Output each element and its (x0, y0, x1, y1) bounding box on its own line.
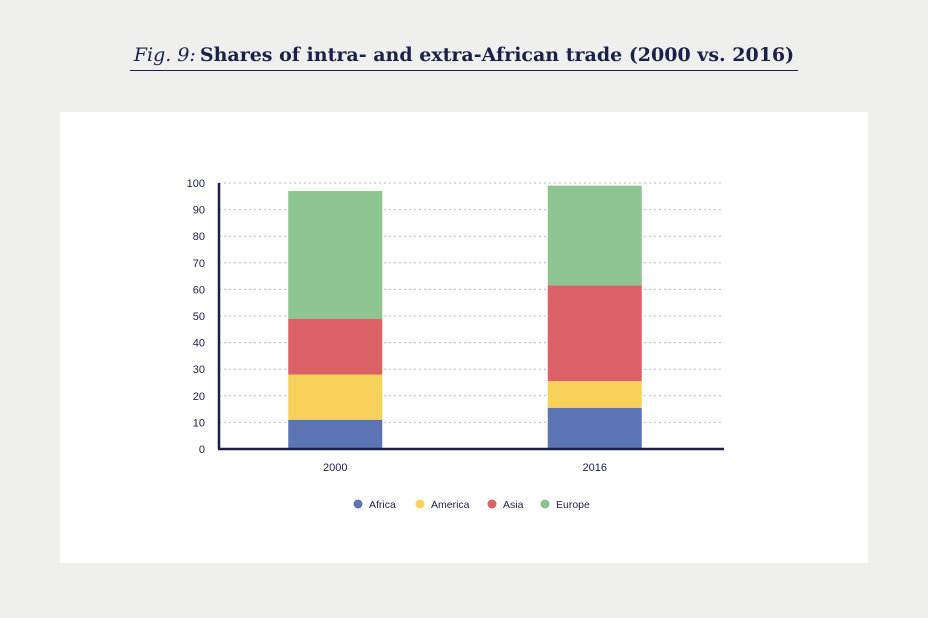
legend-label: America (431, 499, 470, 511)
bars (288, 185, 642, 449)
x-tick-labels: 2000 2016 (323, 462, 607, 474)
legend: Africa America Asia Europe (353, 499, 590, 511)
legend-item-asia: Asia (487, 499, 524, 511)
legend-item-america: America (415, 499, 470, 511)
y-tick-label: 90 (193, 205, 205, 217)
bar-america-2000 (288, 374, 383, 420)
bar-america-2016 (547, 381, 642, 408)
x-tick-label: 2016 (583, 462, 607, 474)
bar-africa-2016 (547, 407, 642, 449)
legend-label: Africa (369, 499, 396, 511)
figure-label: Fig. 9: (133, 44, 196, 66)
chart-card (60, 112, 868, 563)
y-tick-label: 0 (199, 444, 205, 456)
figure-title: Fig. 9: Shares of intra- and extra-Africa… (0, 44, 928, 71)
y-tick-label: 20 (193, 391, 205, 403)
legend-item-africa: Africa (353, 499, 396, 511)
bar-europe-2016 (547, 185, 642, 286)
legend-label: Europe (556, 499, 590, 511)
legend-swatch (487, 499, 497, 509)
figure-title-text: Shares of intra- and extra-African trade… (199, 44, 795, 66)
bar-europe-2000 (288, 190, 383, 319)
legend-label: Asia (503, 499, 524, 511)
y-tick-label: 50 (193, 311, 205, 323)
y-tick-label: 70 (193, 258, 205, 270)
legend-swatch (415, 499, 425, 509)
bar-africa-2000 (288, 419, 383, 449)
y-tick-label: 40 (193, 338, 205, 350)
y-tick-labels: 0 10 20 30 40 50 60 70 80 90 100 (187, 178, 205, 456)
legend-item-europe: Europe (540, 499, 590, 511)
bar-asia-2016 (547, 285, 642, 382)
legend-swatch (353, 499, 363, 509)
figure-title-underline: Fig. 9: Shares of intra- and extra-Africa… (129, 44, 799, 71)
y-tick-label: 100 (187, 178, 205, 190)
bar-asia-2000 (288, 318, 383, 375)
y-tick-label: 10 (193, 417, 205, 429)
legend-swatch (540, 499, 550, 509)
y-tick-label: 30 (193, 364, 205, 376)
x-tick-label: 2000 (323, 462, 347, 474)
y-tick-label: 60 (193, 284, 205, 296)
y-tick-label: 80 (193, 231, 205, 243)
axes (217, 183, 724, 451)
